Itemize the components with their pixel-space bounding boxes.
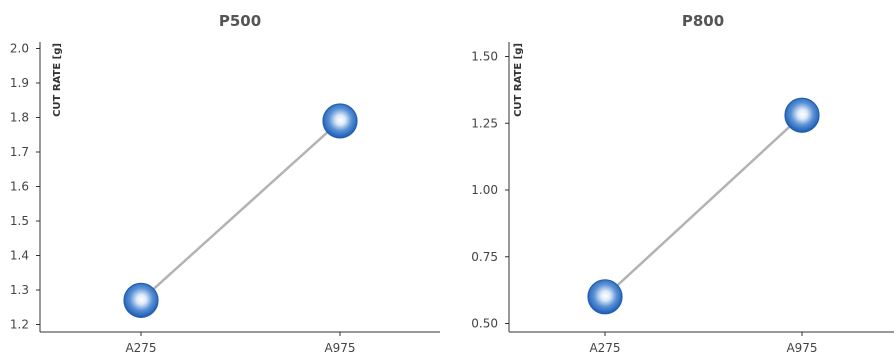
chart-title: P500 xyxy=(219,12,261,30)
y-tick-label: 1.9 xyxy=(10,76,29,90)
x-tick-label: A275 xyxy=(125,341,156,354)
y-tick-label: 1.8 xyxy=(10,111,29,125)
series-line xyxy=(140,120,341,302)
data-point-a975 xyxy=(322,103,358,139)
chart-p500: P500 CUT RATE [g] 1.2 1.3 1.4 1.5 1.6 1.7 1.8 1… xyxy=(10,12,440,354)
y-tick-label: 1.00 xyxy=(471,183,498,197)
y-tick-label: 2.0 xyxy=(10,42,29,56)
chart-title: P800 xyxy=(682,12,724,30)
y-axis-label: CUT RATE [g] xyxy=(52,43,63,117)
y-tick-label: 1.6 xyxy=(10,180,29,194)
y-tick-label: 0.50 xyxy=(471,317,498,331)
y-tick-label: 1.3 xyxy=(10,283,29,297)
y-tick-label: 1.25 xyxy=(471,116,498,130)
chart-p800: P800 CUT RATE [g] 0.50 0.75 1.00 1.25 1.50 A… xyxy=(471,12,894,354)
y-axis-label: CUT RATE [g] xyxy=(513,43,524,117)
x-tick-label: A275 xyxy=(589,341,620,354)
data-point-a275 xyxy=(123,282,159,318)
y-tick-label: 1.2 xyxy=(10,318,29,332)
series-line xyxy=(604,114,803,298)
y-tick-label: 0.75 xyxy=(471,250,498,264)
data-point-a275 xyxy=(587,279,623,315)
y-tick-label: 1.7 xyxy=(10,145,29,159)
data-point-a975 xyxy=(784,97,820,133)
x-tick-label: A975 xyxy=(324,341,355,354)
y-tick-label: 1.50 xyxy=(471,50,498,64)
y-tick-label: 1.4 xyxy=(10,249,29,263)
y-tick-label: 1.5 xyxy=(10,214,29,228)
x-tick-label: A975 xyxy=(786,341,817,354)
